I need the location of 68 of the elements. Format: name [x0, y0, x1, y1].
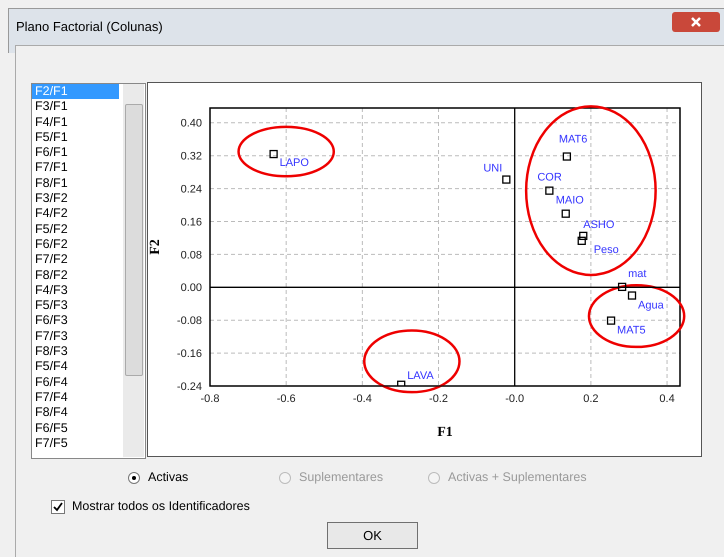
series-label: MAT6: [558, 134, 588, 146]
series-label: LAVA: [407, 370, 434, 382]
text: F6/F3: [34, 313, 69, 329]
text: F4/F1: [34, 114, 69, 130]
y-tick-label: -0.08: [176, 315, 202, 328]
series-label: MAIO: [556, 194, 584, 207]
text: F5/F2: [34, 222, 69, 237]
series-label: mat: [628, 268, 646, 280]
point: [562, 210, 570, 218]
point: [578, 236, 586, 245]
y-axis-title: F2: [148, 239, 163, 255]
text: F4/F3: [34, 282, 69, 298]
series-label: LAPO: [280, 157, 310, 170]
text: Activas: [148, 470, 188, 484]
y-tick-label: -0.16: [176, 348, 202, 360]
x-tick-label: -0.6: [276, 392, 296, 405]
series-label: ASHO: [583, 218, 615, 231]
text: F7/F3: [34, 328, 69, 344]
text: F5/F3: [34, 298, 69, 314]
text: F7/F4: [34, 390, 69, 406]
y-tick-label: 0.32: [180, 150, 202, 163]
point: [269, 150, 278, 158]
text: F6/F5: [34, 420, 69, 436]
text: F6/F1: [34, 145, 69, 160]
text: F3/F2: [34, 191, 69, 206]
text: F7/F1: [34, 160, 69, 176]
x-axis-title: F1: [437, 425, 453, 440]
y-tick-label: 0.00: [180, 282, 202, 294]
text: F6/F2: [34, 236, 69, 252]
text: F5/F1: [34, 130, 69, 146]
point: [579, 232, 588, 240]
text: Activas + Suplementares: [448, 470, 587, 484]
point: [606, 316, 616, 325]
y-tick-label: -0.24: [176, 380, 202, 393]
text: F6/F4: [34, 374, 69, 390]
text: F5/F4: [34, 359, 69, 375]
point: [502, 175, 510, 184]
point: [562, 152, 572, 161]
text: F2/F1: [32, 84, 119, 100]
x-tick-label: -0.8: [200, 392, 220, 405]
text: F8/F1: [34, 176, 69, 192]
text: Mostrar todos os Identificadores: [72, 499, 250, 513]
text: F3/F1: [34, 99, 69, 115]
y-tick-label: 0.16: [180, 216, 202, 228]
y-tick-label: 0.40: [180, 118, 202, 130]
point: [618, 282, 626, 292]
y-tick-label: 0.08: [180, 249, 202, 262]
text: OK: [327, 522, 418, 549]
series-label: Agua: [638, 300, 665, 312]
x-tick-label: 0.4: [659, 392, 675, 405]
text: F7/F2: [34, 252, 69, 268]
series-label: Peso: [594, 244, 619, 256]
x-tick-label: -0.0: [505, 392, 524, 405]
series-label: MAT5: [617, 324, 646, 337]
series-label: UNI: [483, 162, 502, 175]
x-tick-label: -0.4: [352, 392, 372, 405]
text: F8/F4: [34, 405, 69, 421]
series-label: COR: [537, 172, 562, 184]
x-tick-label: -0.2: [429, 392, 448, 405]
text: F8/F2: [34, 268, 69, 283]
text: Suplementares: [299, 470, 384, 484]
text: F8/F3: [34, 344, 69, 360]
text: F7/F5: [34, 436, 69, 452]
point: [628, 291, 636, 300]
x-tick-label: 0.2: [583, 392, 599, 405]
y-tick-label: 0.24: [180, 184, 202, 196]
text: F4/F2: [34, 206, 69, 222]
point: [545, 186, 554, 195]
